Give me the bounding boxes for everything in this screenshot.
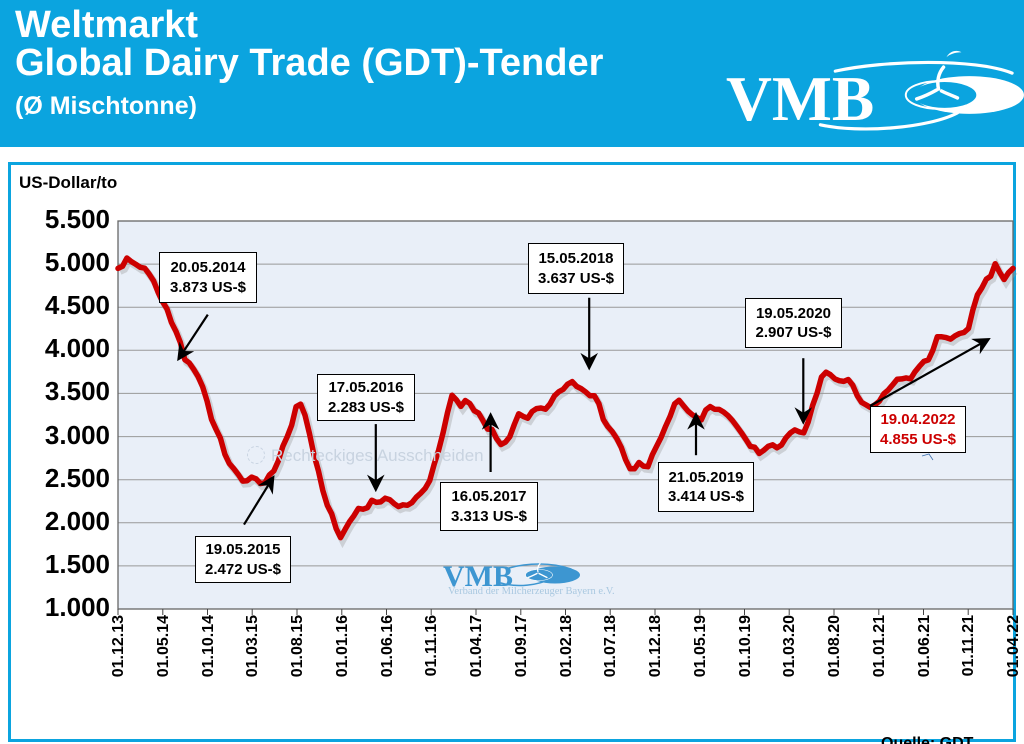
svg-text:VMB: VMB [726, 63, 874, 134]
